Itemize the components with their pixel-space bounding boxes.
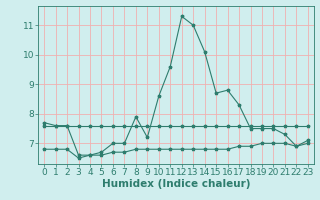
- X-axis label: Humidex (Indice chaleur): Humidex (Indice chaleur): [102, 179, 250, 189]
